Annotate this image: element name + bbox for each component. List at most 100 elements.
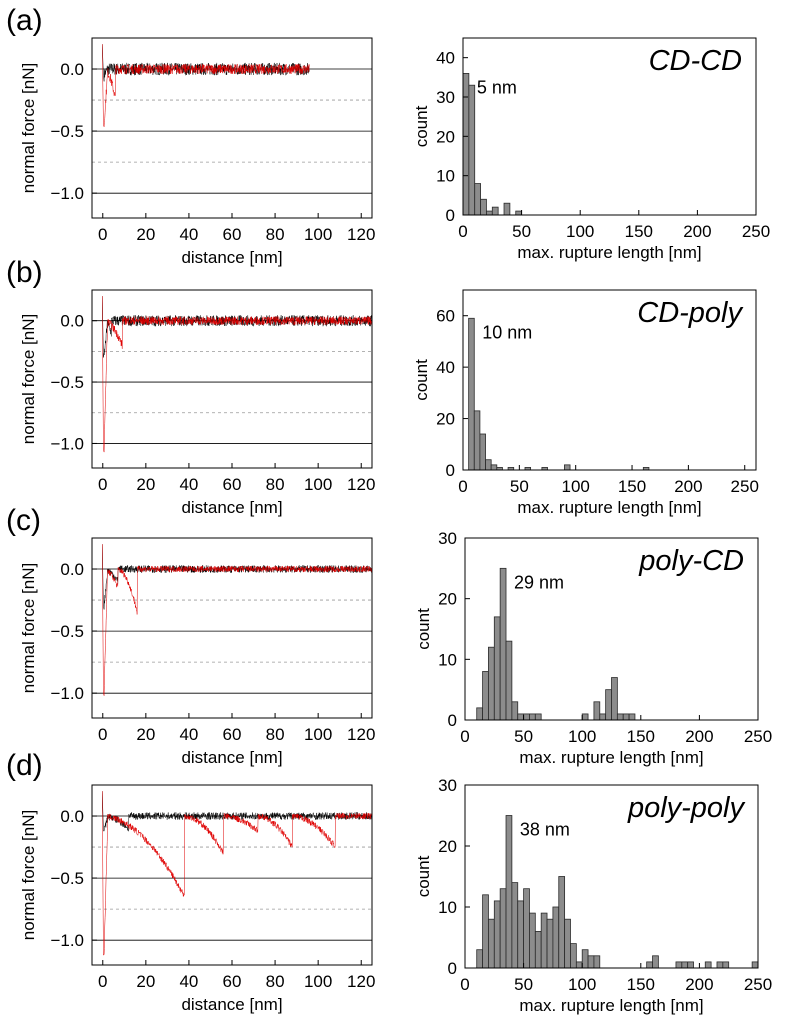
x-tick-label: 200 <box>685 727 713 746</box>
hist-bar <box>491 206 499 216</box>
hist-bar <box>704 961 712 969</box>
y-tick-label: −0.5 <box>50 622 84 641</box>
x-tick-label: 0 <box>98 972 107 991</box>
y-tick-label: 0 <box>446 206 455 225</box>
x-tick-label: 100 <box>568 975 596 994</box>
hist-bar <box>646 961 653 969</box>
histogram-title: CD-CD <box>649 45 742 77</box>
x-tick-label: 50 <box>512 222 531 241</box>
y-axis-label: count <box>414 608 433 650</box>
hist-bar <box>515 210 522 216</box>
x-tick-label: 120 <box>347 972 375 991</box>
series-approach <box>102 791 373 832</box>
hist-bar <box>523 713 530 721</box>
force-plot-(a): 0 20 40 60 80 100 120 0.0 −0.5 −1.0 distance [nm] n… <box>19 37 375 267</box>
hist-bar <box>517 900 524 969</box>
y-tick-label: 60 <box>436 307 455 326</box>
hist-bar <box>480 198 487 216</box>
hist-bar <box>581 713 589 721</box>
hist-bar <box>474 183 481 216</box>
x-axis-label: distance [nm] <box>181 748 282 767</box>
y-axis-label: count <box>412 105 431 147</box>
y-axis-label: count <box>412 359 431 401</box>
series-approach <box>102 44 310 82</box>
y-tick-label: 20 <box>438 590 457 609</box>
histogram-CD-CD: 0 50 100 150 200 250 0 10 20 30 40 max. rupture len… <box>412 37 770 262</box>
x-tick-label: 250 <box>742 222 770 241</box>
x-tick-label: 50 <box>514 727 533 746</box>
x-axis-label: distance [nm] <box>181 498 282 517</box>
hist-bar <box>599 713 607 721</box>
x-tick-label: 100 <box>562 477 590 496</box>
hist-bar <box>564 464 571 471</box>
x-tick-label: 100 <box>304 475 332 494</box>
hist-bar <box>546 918 554 969</box>
x-tick-label: 40 <box>179 225 198 244</box>
x-axis-label: max. rupture length [nm] <box>519 996 703 1015</box>
hist-bar <box>534 713 542 721</box>
x-tick-label: 60 <box>223 475 242 494</box>
x-tick-label: 20 <box>136 725 155 744</box>
hist-bar <box>552 906 560 969</box>
hist-bar <box>511 701 519 721</box>
x-tick-label: 80 <box>266 972 285 991</box>
y-tick-label: −0.5 <box>50 373 84 392</box>
x-tick-label: 20 <box>136 475 155 494</box>
histogram-poly-CD: 0 50 100 150 200 250 0 10 20 30 max. rupture lengt… <box>414 529 772 767</box>
y-tick-label: 0 <box>448 711 457 730</box>
x-tick-label: 0 <box>460 727 469 746</box>
hist-bar <box>652 955 659 969</box>
hist-bar <box>540 912 548 969</box>
hist-bar <box>687 961 694 969</box>
x-tick-label: 0 <box>98 725 107 744</box>
hist-bar <box>490 464 498 471</box>
x-tick-label: 0 <box>460 975 469 994</box>
x-tick-label: 0 <box>458 477 467 496</box>
x-tick-label: 0 <box>98 475 107 494</box>
x-axis-label: max. rupture length [nm] <box>517 243 701 262</box>
hist-bar <box>499 888 507 969</box>
hist-bar <box>468 84 476 216</box>
y-tick-label: 40 <box>436 358 455 377</box>
y-tick-label: −1.0 <box>50 184 84 203</box>
hist-bar <box>482 671 489 721</box>
y-axis-label: normal force [nN] <box>19 563 38 693</box>
hist-bar <box>570 943 577 969</box>
x-axis-label: max. rupture length [nm] <box>517 498 701 517</box>
x-tick-label: 200 <box>683 222 711 241</box>
x-tick-label: 100 <box>568 727 596 746</box>
y-axis-label: normal force [nN] <box>19 810 38 940</box>
y-tick-label: 0.0 <box>60 807 84 826</box>
y-tick-label: 0 <box>448 959 457 978</box>
x-tick-label: 150 <box>627 727 655 746</box>
hist-bar <box>558 876 566 969</box>
x-tick-label: 0 <box>98 225 107 244</box>
y-tick-label: 10 <box>438 650 457 669</box>
hist-bar <box>575 961 583 969</box>
hist-bar <box>716 961 724 969</box>
hist-bar <box>681 961 689 969</box>
hist-bar <box>611 677 618 721</box>
hist-bar <box>476 949 483 969</box>
force-plot-(c): 0 20 40 60 80 100 120 0.0 −0.5 −1.0 distance [nm] n… <box>19 537 375 767</box>
y-tick-label: 0.0 <box>60 560 84 579</box>
hist-bar <box>493 616 501 721</box>
hist-bar <box>593 955 601 969</box>
plot-frame <box>462 289 757 471</box>
y-tick-label: 20 <box>436 127 455 146</box>
hist-bar <box>605 689 612 721</box>
x-tick-label: 20 <box>136 972 155 991</box>
hist-bar <box>485 459 492 471</box>
y-tick-label: 0 <box>446 461 455 480</box>
hist-bar <box>493 900 501 969</box>
x-axis-label: distance [nm] <box>181 248 282 267</box>
histogram-title: poly-poly <box>627 792 746 824</box>
y-tick-label: −1.0 <box>50 434 84 453</box>
hist-bar <box>505 640 513 721</box>
hist-bar <box>593 701 601 721</box>
panel-label: (d) <box>6 749 43 782</box>
y-tick-label: 20 <box>438 837 457 856</box>
x-tick-label: 100 <box>304 725 332 744</box>
x-tick-label: 250 <box>744 975 772 994</box>
